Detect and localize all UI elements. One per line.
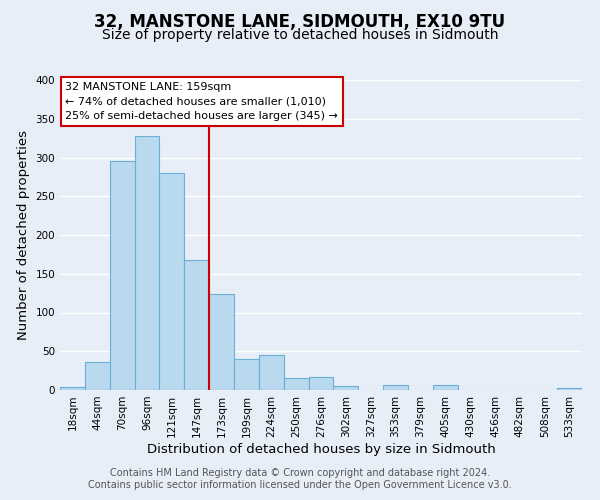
Bar xyxy=(209,294,234,390)
Text: Contains HM Land Registry data © Crown copyright and database right 2024.: Contains HM Land Registry data © Crown c… xyxy=(110,468,490,477)
Bar xyxy=(334,386,358,390)
Y-axis label: Number of detached properties: Number of detached properties xyxy=(17,130,30,340)
Bar xyxy=(110,162,134,390)
Text: Contains public sector information licensed under the Open Government Licence v3: Contains public sector information licen… xyxy=(88,480,512,490)
Bar xyxy=(60,387,85,390)
Bar xyxy=(383,384,408,390)
Bar xyxy=(85,362,110,390)
Bar xyxy=(160,173,184,390)
Bar xyxy=(308,377,334,390)
Text: Size of property relative to detached houses in Sidmouth: Size of property relative to detached ho… xyxy=(102,28,498,42)
Bar xyxy=(284,378,308,390)
Text: 32 MANSTONE LANE: 159sqm
← 74% of detached houses are smaller (1,010)
25% of sem: 32 MANSTONE LANE: 159sqm ← 74% of detach… xyxy=(65,82,338,121)
Bar xyxy=(134,136,160,390)
Bar xyxy=(557,388,582,390)
Bar xyxy=(259,355,284,390)
Bar xyxy=(433,386,458,390)
Text: 32, MANSTONE LANE, SIDMOUTH, EX10 9TU: 32, MANSTONE LANE, SIDMOUTH, EX10 9TU xyxy=(94,12,506,30)
Bar xyxy=(184,260,209,390)
Bar xyxy=(234,359,259,390)
X-axis label: Distribution of detached houses by size in Sidmouth: Distribution of detached houses by size … xyxy=(146,442,496,456)
